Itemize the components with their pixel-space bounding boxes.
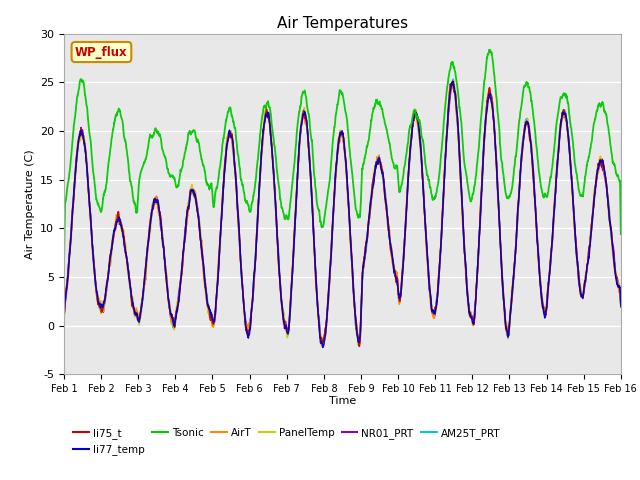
X-axis label: Time: Time [329,396,356,406]
Y-axis label: Air Temperature (C): Air Temperature (C) [24,149,35,259]
Title: Air Temperatures: Air Temperatures [277,16,408,31]
Text: WP_flux: WP_flux [75,46,128,59]
Legend: li75_t, li77_temp, Tsonic, AirT, PanelTemp, NR01_PRT, AM25T_PRT: li75_t, li77_temp, Tsonic, AirT, PanelTe… [69,424,504,459]
